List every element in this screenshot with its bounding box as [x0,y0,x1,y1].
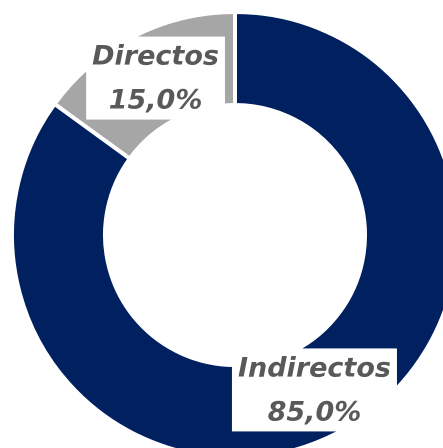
category-label: Indirectos [238,352,391,383]
data-label: Directos 15,0% [86,36,225,120]
label-box [231,348,397,432]
value-label: 15,0% [109,85,203,116]
value-label: 85,0% [268,396,362,427]
label-box [86,36,225,120]
data-label: Indirectos 85,0% [231,348,397,432]
category-label: Directos [92,41,219,72]
slice [10,9,443,448]
